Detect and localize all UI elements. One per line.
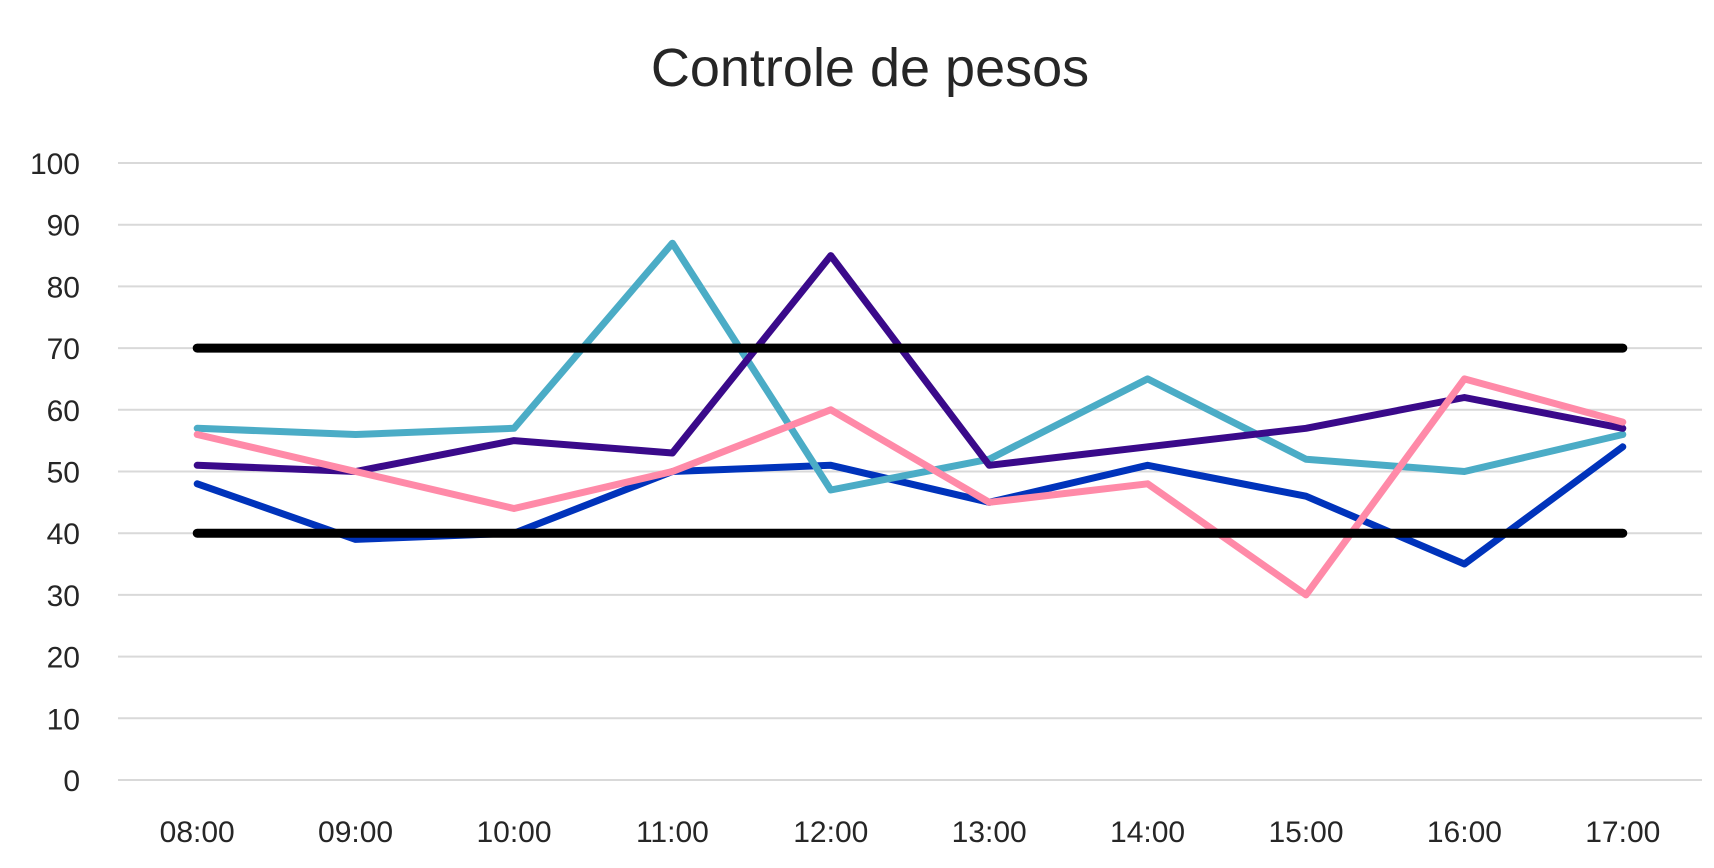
y-axis-tick-labels: 0 10 20 30 40 50 60 70 80 90 100 <box>30 148 80 798</box>
y-tick-label: 30 <box>47 580 80 613</box>
y-tick-label: 10 <box>47 703 80 736</box>
series-line-2 <box>193 252 1627 475</box>
y-tick-label: 80 <box>47 271 80 304</box>
x-tick-label: 11:00 <box>636 816 709 849</box>
x-tick-label: 15:00 <box>1268 816 1343 849</box>
x-tick-label: 10:00 <box>476 816 551 849</box>
chart-title: Controle de pesos <box>651 38 1089 98</box>
x-tick-label: 12:00 <box>793 816 868 849</box>
y-tick-label: 70 <box>47 333 80 366</box>
x-tick-label: 13:00 <box>952 816 1027 849</box>
y-tick-label: 60 <box>47 395 80 428</box>
x-tick-label: 08:00 <box>160 816 235 849</box>
y-tick-label: 100 <box>30 148 80 181</box>
y-tick-label: 50 <box>47 457 80 490</box>
x-tick-label: 09:00 <box>318 816 393 849</box>
x-axis-tick-labels: 08:00 09:00 10:00 11:00 12:00 13:00 14:00 15:00… <box>160 816 1661 849</box>
series-lines <box>192 239 1628 599</box>
x-tick-label: 16:00 <box>1427 816 1502 849</box>
x-tick-label: 17:00 <box>1585 816 1660 849</box>
y-tick-label: 40 <box>47 518 80 551</box>
series-line-3 <box>193 375 1627 599</box>
x-tick-label: 14:00 <box>1110 816 1185 849</box>
y-tick-label: 0 <box>63 765 80 798</box>
series-line-1 <box>193 239 1627 494</box>
y-tick-label: 20 <box>47 642 80 675</box>
y-tick-label: 90 <box>47 210 80 243</box>
